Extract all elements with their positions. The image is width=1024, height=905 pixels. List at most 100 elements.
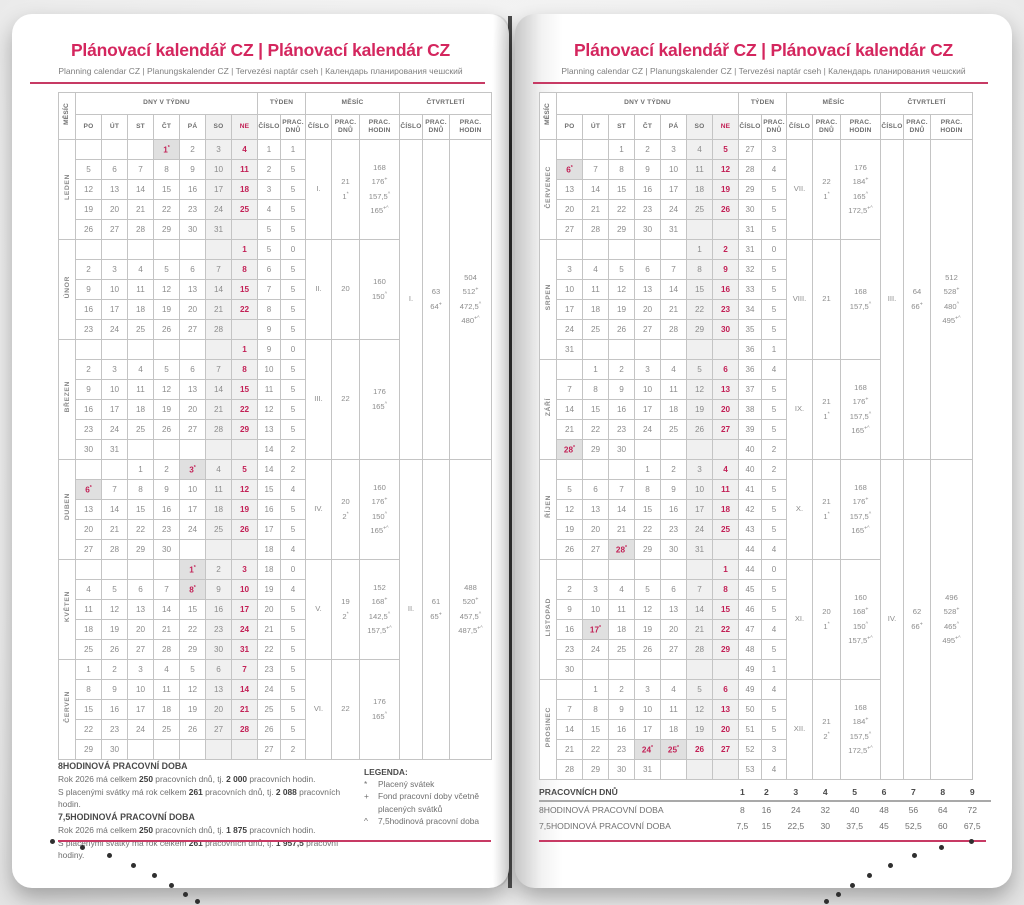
day-cell: 13 bbox=[634, 279, 661, 300]
day-cell: 21 bbox=[205, 299, 232, 320]
day-cell: 22 bbox=[75, 719, 102, 740]
day-cell: 18 bbox=[231, 179, 258, 200]
day-header-pá: PÁ bbox=[179, 114, 206, 140]
day-cell bbox=[712, 219, 739, 240]
perforation-dot bbox=[169, 883, 174, 888]
day-cell: 1 bbox=[582, 359, 609, 380]
week-number-cell: 27 bbox=[257, 739, 281, 760]
day-cell bbox=[127, 439, 154, 460]
day-cell: 25 bbox=[660, 419, 687, 440]
day-cell: 22 bbox=[608, 199, 635, 220]
day-cell: 24 bbox=[556, 319, 583, 340]
week-workdays-cell: 2 bbox=[280, 439, 306, 460]
working-days-value: 56 bbox=[908, 805, 919, 815]
day-cell: 25 bbox=[153, 719, 180, 740]
day-cell: 4 bbox=[660, 679, 687, 700]
working-days-value: 24 bbox=[791, 805, 801, 815]
day-cell: 22 bbox=[582, 739, 609, 760]
day-cell: 21 bbox=[556, 419, 583, 440]
day-cell: 23 bbox=[179, 199, 206, 220]
week-number-cell: 4 bbox=[257, 199, 281, 220]
day-cell: 29 bbox=[179, 639, 206, 660]
quarter-number-header: ČÍSLO bbox=[399, 114, 423, 140]
day-cell: 5 bbox=[634, 579, 661, 600]
month-workdays-cell: 22 bbox=[331, 339, 360, 460]
week-workdays-cell: 5 bbox=[280, 279, 306, 300]
day-cell: 13 bbox=[205, 679, 232, 700]
day-cell: 6 bbox=[582, 479, 609, 500]
day-cell: 7 bbox=[205, 359, 232, 380]
month-number-header: ČÍSLO bbox=[786, 114, 813, 140]
day-cell: 25 bbox=[231, 199, 258, 220]
day-cell: 23 bbox=[75, 319, 102, 340]
day-cell: 30 bbox=[153, 539, 180, 560]
month-number-cell: IV. bbox=[305, 459, 332, 560]
day-cell bbox=[634, 439, 661, 460]
day-cell: 10 bbox=[231, 579, 258, 600]
week-number-cell: 23 bbox=[257, 659, 281, 680]
week-workdays-cell: 5 bbox=[280, 719, 306, 740]
month-workhours-cell: 160 176+ 150^ 165+^ bbox=[359, 459, 400, 560]
perforation-dot bbox=[912, 853, 917, 858]
day-cell bbox=[608, 459, 635, 480]
day-cell: 22 bbox=[231, 299, 258, 320]
day-cell: 19 bbox=[153, 299, 180, 320]
day-cell: 7 bbox=[127, 159, 154, 180]
day-cell: 17 bbox=[127, 699, 154, 720]
day-cell bbox=[712, 339, 739, 360]
week-workdays-cell: 4 bbox=[761, 759, 787, 780]
month-name-cell: ČERVEN bbox=[58, 659, 76, 760]
working-days-value: 30 bbox=[820, 821, 830, 831]
day-cell: 20 bbox=[712, 399, 739, 420]
day-header-út: ÚT bbox=[582, 114, 609, 140]
week-number-cell: 37 bbox=[738, 379, 762, 400]
day-cell: 8 bbox=[582, 379, 609, 400]
month-number-cell: XII. bbox=[786, 679, 813, 780]
day-cell: 2 bbox=[608, 679, 635, 700]
day-cell bbox=[153, 439, 180, 460]
week-workdays-cell: 5 bbox=[761, 579, 787, 600]
day-cell: 2 bbox=[75, 359, 102, 380]
day-cell bbox=[231, 319, 258, 340]
week-workdays-cell: 5 bbox=[761, 699, 787, 720]
day-cell: 17 bbox=[101, 299, 128, 320]
week-workdays-cell: 3 bbox=[761, 139, 787, 160]
day-cell: 20 bbox=[75, 519, 102, 540]
month-number-cell: X. bbox=[786, 459, 813, 560]
day-cell: 20 bbox=[582, 519, 609, 540]
working-days-header-row: PRACOVNÍCH DNŮ 1 2 3 4 5 6 7 8 9 bbox=[539, 784, 991, 802]
day-cell: 13 bbox=[127, 599, 154, 620]
day-cell: 18 bbox=[127, 399, 154, 420]
day-cell: 25 bbox=[75, 639, 102, 660]
day-cell bbox=[153, 339, 180, 360]
day-cell: 3 bbox=[205, 139, 232, 160]
day-cell: 15 bbox=[634, 499, 661, 520]
week-number-cell: 39 bbox=[738, 419, 762, 440]
week-number-cell: 42 bbox=[738, 499, 762, 520]
week-number-cell: 24 bbox=[257, 679, 281, 700]
day-cell: 15 bbox=[231, 279, 258, 300]
month-workhours-header: PRAC. HODIN bbox=[840, 114, 881, 140]
day-cell: 27 bbox=[712, 419, 739, 440]
day-header-čt: ČT bbox=[634, 114, 661, 140]
day-cell bbox=[101, 239, 128, 260]
day-cell: 8 bbox=[582, 699, 609, 720]
working-days-value: 37,5 bbox=[846, 821, 863, 831]
working-days-value: 15 bbox=[761, 821, 772, 831]
month-workhours-cell: 160 168+ 150^ 157,5+^ bbox=[840, 559, 881, 680]
day-cell: 23 bbox=[712, 299, 739, 320]
day-cell: 16 bbox=[634, 179, 661, 200]
perforation-dot bbox=[107, 853, 112, 858]
legend-item: * Placený svátek bbox=[364, 778, 494, 790]
working-days-value: 60 bbox=[938, 821, 948, 831]
day-cell: 26 bbox=[608, 319, 635, 340]
quarter-workdays-header: PRAC. DNŮ bbox=[422, 114, 450, 140]
week-workdays-cell: 1 bbox=[280, 139, 306, 160]
day-cell bbox=[712, 759, 739, 780]
perforation-dot bbox=[867, 873, 872, 878]
day-cell: 25 bbox=[608, 639, 635, 660]
planning-calendar-table: MĚSÍC DNY V TÝDNU TÝDEN MĚSÍC ČTVRTLETÍ PO ÚT S… bbox=[58, 92, 492, 760]
working-days-value: 72 bbox=[967, 805, 978, 815]
month-workhours-cell: 176 165^ bbox=[359, 659, 400, 760]
accent-rule-bottom bbox=[58, 840, 491, 842]
